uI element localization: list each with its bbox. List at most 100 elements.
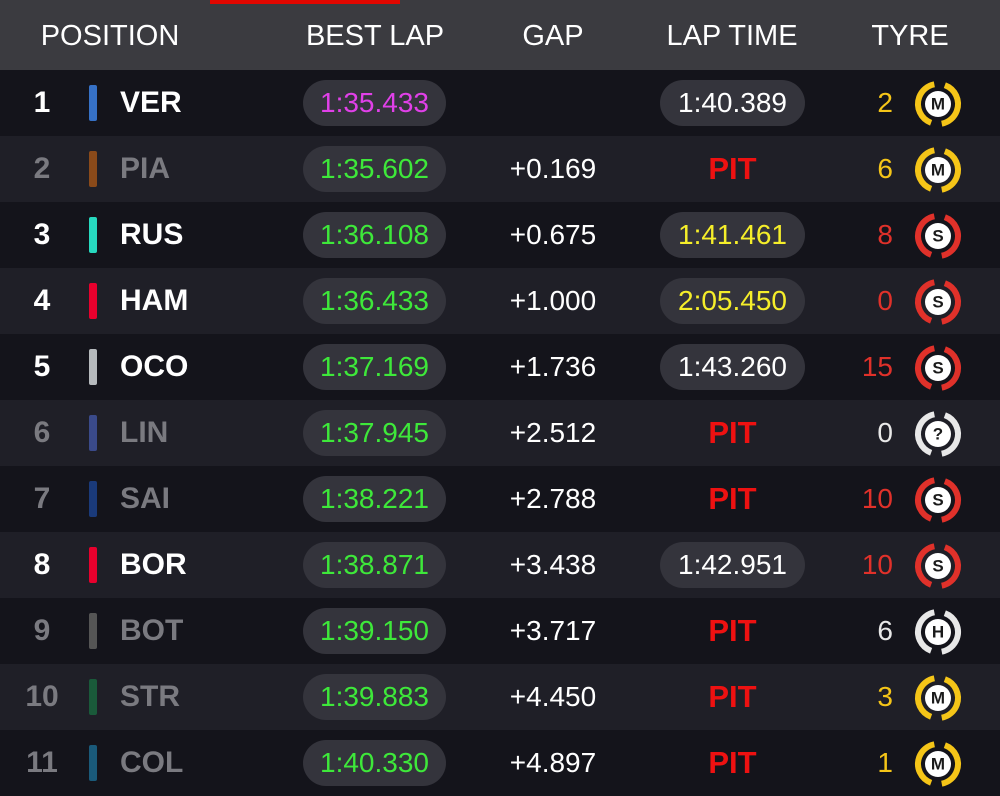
tyre-laps: 6 (877, 615, 893, 646)
gap: +0.675 (509, 219, 597, 250)
tyre-icon: S (915, 345, 961, 391)
gap: +1.736 (509, 351, 597, 382)
best-lap: 1:37.169 (303, 344, 446, 390)
tyre-laps: 0 (877, 417, 893, 448)
tyre-laps: 1 (877, 747, 893, 778)
position: 4 (33, 284, 51, 317)
team-color-bar (89, 349, 97, 385)
tyre-ring (915, 543, 961, 589)
position: 2 (33, 152, 51, 185)
tyre-compound: ? (933, 424, 943, 443)
driver-code: PIA (120, 152, 171, 185)
lap-time: 1:40.389 (660, 80, 805, 126)
standing-row: 3 RUS 1:36.108 +0.675 1:41.461 8 S (0, 202, 1000, 268)
tyre-icon: M (915, 741, 961, 787)
tyre-center (925, 223, 951, 249)
tyre-laps: 3 (877, 681, 893, 712)
standing-row: 6 LIN 1:37.945 +2.512 PIT 0? (0, 400, 1000, 466)
driver-code: BOT (120, 614, 184, 647)
team-color-bar (89, 547, 97, 583)
tyre-laps: 10 (861, 549, 893, 580)
gap: +4.897 (509, 747, 597, 778)
best-lap: 1:39.150 (303, 608, 446, 654)
team-color-bar (89, 151, 97, 187)
tyre-icon: H (915, 609, 961, 655)
gap: +0.169 (509, 153, 597, 184)
tyre-ring (915, 675, 961, 721)
tyre-compound: H (932, 622, 944, 641)
tyre-ring (915, 609, 961, 655)
lap-time: PIT (708, 151, 757, 186)
lap-time: PIT (708, 613, 757, 648)
driver-code: SAI (120, 482, 171, 515)
lap-time: PIT (708, 745, 757, 780)
lap-time: 2:05.450 (660, 278, 805, 324)
team-color-bar (89, 217, 97, 253)
standing-row: 11 COL 1:40.330 +4.897 PIT 1 M (0, 730, 1000, 796)
column-header: LAP TIME (666, 20, 798, 52)
position: 6 (33, 416, 51, 449)
tyre-center (925, 421, 951, 447)
position: 8 (33, 548, 51, 581)
lap-time: PIT (708, 481, 757, 516)
tyre-center (925, 289, 951, 315)
tyre-compound: M (931, 754, 945, 773)
tyre-icon: S (915, 213, 961, 259)
driver-code: RUS (120, 218, 184, 251)
tyre-laps: 6 (877, 153, 893, 184)
tyre-laps: 8 (877, 219, 893, 250)
driver-code: STR (120, 680, 180, 713)
team-color-bar (89, 283, 97, 319)
standing-row: 8 BOR 1:38.871 +3.438 1:42.951 10 S (0, 532, 1000, 598)
tyre-laps: 0 (877, 285, 893, 316)
best-lap: 1:38.221 (303, 476, 446, 522)
best-lap: 1:37.945 (303, 410, 446, 456)
position: 7 (33, 482, 51, 515)
tyre-compound: M (931, 160, 945, 179)
driver-code: LIN (120, 416, 169, 449)
standing-row: 7 SAI 1:38.221 +2.788 PIT 10 S (0, 466, 1000, 532)
lap-time: PIT (708, 679, 757, 714)
gap: +3.438 (509, 549, 597, 580)
header: POSITION BEST LAP GAP LAP TIME TYRE (0, 0, 1000, 70)
tyre-compound: S (932, 556, 943, 575)
team-color-bar (89, 481, 97, 517)
tyre-icon: M (915, 147, 961, 194)
team-color-bar (89, 613, 97, 649)
tyre-icon: S (915, 476, 961, 523)
tyre-compound: S (932, 226, 943, 245)
position: 5 (33, 350, 51, 383)
column-header: BEST LAP (305, 20, 445, 52)
gap: +3.717 (509, 615, 597, 646)
standing-row: 2 PIA 1:35.602 +0.169 PIT 6 M (0, 136, 1000, 202)
position: 1 (33, 86, 51, 119)
position: 3 (33, 218, 51, 251)
tyre-compound: S (932, 292, 943, 311)
column-header: TYRE (871, 20, 949, 52)
tyre-center (925, 751, 951, 777)
best-lap: 1:35.602 (303, 146, 446, 192)
lap-time: 1:43.260 (660, 344, 805, 390)
tyre-icon: ? (915, 411, 961, 457)
tyre-compound: S (932, 358, 943, 377)
gap: +1.000 (509, 285, 597, 316)
standing-row: 9 BOT 1:39.150 +3.717 PIT 6 H (0, 598, 1000, 664)
position: 9 (33, 614, 51, 647)
tyre-icon: M (915, 675, 961, 721)
standing-row: 10 STR 1:39.883 +4.450 PIT 3 M (0, 664, 1000, 730)
tyre-center (925, 91, 951, 117)
tyre-laps: 15 (861, 351, 893, 382)
gap: +2.512 (509, 417, 597, 448)
tyre-laps: 2 (877, 87, 893, 118)
best-lap: 1:35.433 (303, 80, 446, 126)
lap-time: 1:42.951 (660, 542, 805, 588)
driver-code: HAM (120, 284, 189, 317)
tyre-compound: S (932, 490, 943, 509)
driver-code: BOR (120, 548, 187, 581)
tyre-icon: M (915, 81, 961, 127)
tyre-icon: S (915, 543, 961, 589)
gap: +2.788 (509, 483, 597, 514)
tyre-center (925, 619, 951, 645)
team-color-bar (89, 415, 97, 451)
